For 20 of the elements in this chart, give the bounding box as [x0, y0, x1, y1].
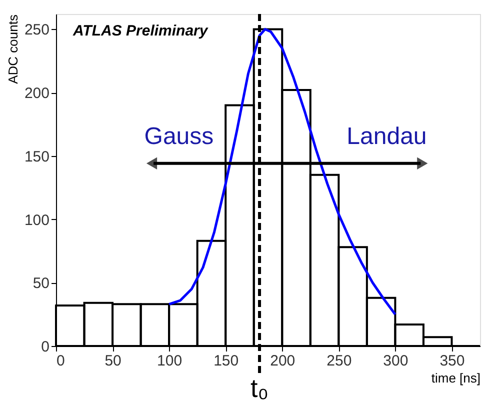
x-tick-label: 300	[383, 352, 408, 370]
x-tick-label: 250	[326, 352, 352, 370]
ref-line-label: t₀	[250, 373, 269, 403]
y-tick-label: 150	[24, 148, 50, 166]
x-axis-title: time [ns]	[431, 370, 480, 386]
x-tick-label: 200	[270, 352, 296, 370]
annotation: ATLAS Preliminary	[72, 22, 208, 40]
x-tick-label: 100	[157, 352, 182, 370]
y-tick-label: 0	[41, 338, 50, 356]
annotation: Landau	[346, 122, 427, 150]
y-tick-label: 250	[24, 22, 50, 39]
x-tick-label: 350	[440, 352, 465, 370]
y-tick-label: 200	[24, 85, 50, 102]
x-tick-label: 50	[104, 352, 122, 370]
x-tick-label: 150	[214, 352, 239, 370]
y-axis-title: ADC counts	[5, 14, 20, 84]
x-tick-label: 0	[56, 352, 65, 370]
y-tick-label: 50	[32, 275, 50, 292]
y-tick-label: 100	[24, 212, 50, 229]
annotation: Gauss	[144, 122, 214, 150]
